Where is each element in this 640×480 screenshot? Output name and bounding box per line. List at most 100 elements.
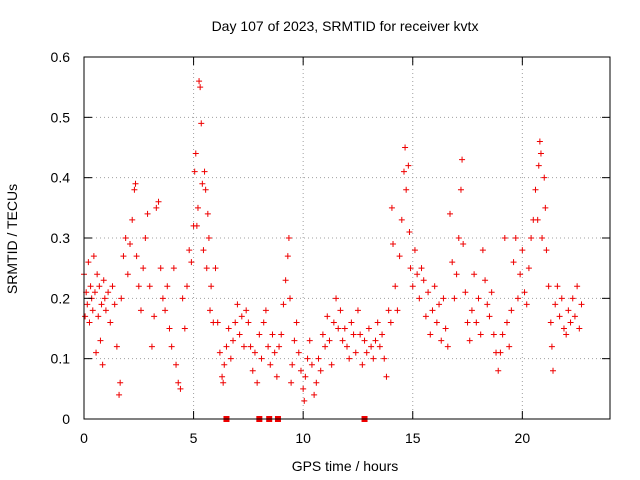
data-point	[330, 319, 337, 326]
data-point	[440, 295, 447, 302]
data-point	[95, 313, 102, 320]
data-point	[368, 343, 375, 350]
data-point	[541, 174, 548, 181]
data-point	[157, 265, 164, 272]
data-point	[181, 325, 188, 332]
data-point	[471, 271, 478, 278]
chart-title: Day 107 of 2023, SRMTID for receiver kvt…	[212, 18, 479, 34]
data-point	[256, 331, 263, 338]
data-point	[479, 247, 486, 254]
data-point	[127, 241, 134, 248]
data-point	[124, 271, 131, 278]
data-point	[267, 361, 274, 368]
data-point	[219, 373, 226, 380]
data-point	[142, 235, 149, 241]
data-point	[240, 343, 247, 350]
data-point	[262, 307, 269, 314]
data-point	[326, 337, 333, 344]
data-point	[289, 361, 296, 368]
data-point	[91, 289, 98, 296]
data-point	[288, 379, 295, 386]
data-point	[85, 259, 92, 266]
data-point	[306, 337, 313, 344]
data-point	[442, 325, 449, 332]
data-point	[449, 259, 456, 266]
data-point	[348, 319, 355, 326]
data-point	[313, 379, 320, 386]
data-point	[107, 319, 114, 326]
data-point	[173, 361, 180, 368]
data-point	[414, 271, 421, 278]
data-point	[523, 301, 530, 308]
data-point	[482, 277, 489, 284]
data-point	[140, 265, 147, 272]
data-point	[475, 295, 482, 302]
y-tick-label: 0	[62, 411, 70, 427]
x-tick-label: 15	[405, 430, 421, 446]
y-tick-label: 0.4	[51, 170, 71, 186]
data-point	[542, 204, 549, 211]
data-point	[96, 283, 103, 290]
data-point	[324, 313, 331, 320]
data-point	[297, 367, 304, 374]
data-point	[265, 343, 272, 350]
data-point	[82, 313, 89, 320]
data-point	[403, 186, 410, 193]
data-point	[431, 283, 438, 290]
data-point	[495, 367, 502, 374]
data-point	[197, 84, 204, 91]
data-point	[258, 355, 265, 362]
data-point	[425, 289, 432, 296]
data-point	[411, 247, 418, 254]
data-point	[166, 325, 173, 332]
data-point	[260, 319, 267, 326]
data-point	[357, 331, 364, 338]
data-point	[164, 283, 171, 290]
data-point	[278, 331, 285, 338]
data-point	[550, 367, 557, 374]
data-point	[202, 186, 209, 193]
data-point	[339, 337, 346, 344]
data-point	[148, 343, 155, 350]
data-point	[578, 301, 585, 308]
data-point	[300, 385, 307, 392]
data-point	[208, 283, 215, 290]
data-point	[532, 186, 539, 193]
data-point	[146, 283, 153, 290]
data-point	[543, 247, 550, 254]
data-point	[280, 301, 287, 308]
data-point	[365, 325, 372, 332]
data-point	[200, 247, 207, 254]
data-point	[236, 331, 243, 338]
x-tick-label: 20	[515, 430, 531, 446]
data-point	[285, 235, 292, 241]
data-point	[221, 361, 228, 368]
data-point	[118, 295, 125, 302]
data-point	[409, 283, 416, 290]
data-point	[194, 204, 201, 211]
data-point	[521, 289, 528, 296]
data-point	[569, 295, 576, 302]
data-point	[547, 319, 554, 326]
data-point	[131, 186, 138, 193]
data-point	[400, 168, 407, 175]
data-point	[420, 277, 427, 284]
data-point	[179, 295, 186, 302]
data-point	[87, 283, 94, 290]
data-point	[135, 283, 142, 290]
data-point	[574, 283, 581, 290]
data-point	[234, 301, 241, 308]
data-point	[249, 367, 256, 374]
data-point	[105, 289, 112, 296]
data-point	[552, 301, 559, 308]
data-point	[396, 253, 403, 260]
data-point	[468, 307, 475, 314]
data-point	[387, 319, 394, 326]
data-point	[287, 295, 294, 302]
data-point	[193, 222, 200, 229]
data-point	[137, 307, 144, 314]
data-point	[545, 283, 552, 290]
data-point	[407, 265, 414, 272]
